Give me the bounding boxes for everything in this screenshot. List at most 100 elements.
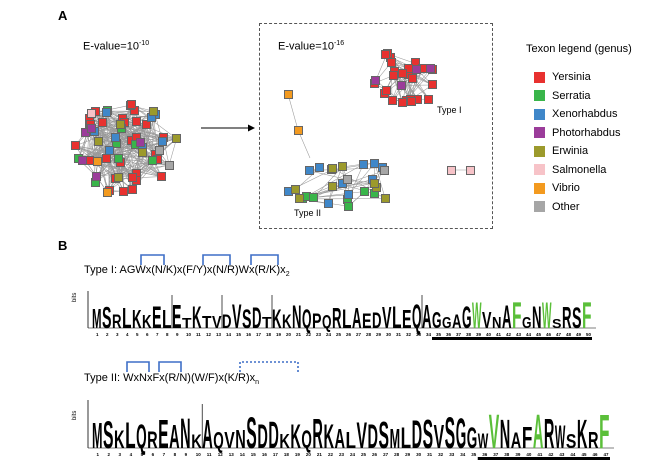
- logo-position-number: 19: [295, 452, 301, 457]
- logo-position-number: 5: [136, 332, 139, 337]
- logo-letter: V: [357, 414, 368, 456]
- network-edge: [94, 131, 160, 151]
- network-node-yersinia: [407, 74, 417, 84]
- logo-letter: L: [122, 302, 132, 334]
- right-evalue-label: E-value=10-16: [278, 40, 345, 53]
- logo-position-number: 4: [130, 452, 133, 457]
- legend-swatch: [534, 127, 545, 138]
- network-node-erwinia: [138, 147, 148, 157]
- legend-swatch: [534, 145, 545, 157]
- type-ii-bits-label: bits: [72, 410, 78, 420]
- logo-letter: S: [552, 316, 562, 331]
- network-node-photorhabdus: [87, 124, 97, 134]
- logo-position-number: 36: [482, 452, 488, 457]
- logo-position-number: 2: [108, 452, 111, 457]
- logo-position-number: 9: [176, 332, 179, 337]
- logo-position-number: 27: [356, 332, 362, 337]
- logo-letter: P: [312, 308, 322, 333]
- logo-letter: K: [290, 418, 301, 456]
- logo-letter: A: [502, 299, 512, 335]
- network-node-xenorhabdus: [323, 199, 333, 209]
- network-node-yersinia: [131, 117, 141, 127]
- logo-letter: D: [372, 308, 382, 333]
- network-node-erwinia: [172, 134, 182, 144]
- logo-position-number: 37: [493, 452, 499, 457]
- type-i-motif-brackets: [140, 254, 279, 265]
- logo-letter: Q: [136, 418, 147, 456]
- logo-position-number: 3: [119, 452, 122, 457]
- network-node-other: [154, 145, 164, 155]
- network-edge: [348, 162, 375, 195]
- logo-position-number: 3: [116, 332, 119, 337]
- logo-position-number: 50: [586, 332, 592, 337]
- logo-letter: D: [368, 418, 379, 456]
- network-node-yersinia: [406, 96, 416, 106]
- logo-letter: Q: [301, 426, 312, 454]
- legend-swatch: [534, 108, 545, 120]
- logo-position-number: 15: [236, 332, 242, 337]
- logo-letter: Q: [213, 427, 224, 453]
- panel-a-label: A: [58, 8, 68, 23]
- logo-position-number: 7: [156, 332, 159, 337]
- logo-position-number: 22: [306, 332, 312, 337]
- logo-letter: S: [242, 304, 252, 334]
- network-node-xenorhabdus: [304, 166, 314, 176]
- network-edge: [75, 114, 156, 147]
- network-node-other: [343, 175, 353, 185]
- logo-letter: N: [292, 299, 302, 335]
- logo-position-number: 31: [396, 332, 402, 337]
- logo-letter: G: [462, 299, 472, 335]
- logo-position-number: 2: [106, 332, 109, 337]
- logo-position-number: 20: [306, 452, 312, 457]
- logo-letter: A: [422, 298, 432, 335]
- type-ii-sequence-logo: M 1 S 2 K 3 L 4 Q 5 R 6 E 7 A 8 N 9 K 10 A 11 Q 12 V 13 N 14 S 15 D 16 D…: [82, 396, 620, 460]
- logo-position-number: 18: [266, 332, 272, 337]
- network-node-yersinia: [427, 80, 437, 90]
- network-node-xenorhabdus: [370, 158, 380, 168]
- logo-position-number: 33: [416, 332, 422, 337]
- logo-position-number: 30: [416, 452, 422, 457]
- network-node-xenorhabdus: [315, 163, 325, 173]
- logo-position-number: 23: [316, 332, 322, 337]
- logo-position-number: 40: [486, 332, 492, 337]
- threshold-box: [259, 23, 493, 229]
- logo-position-number: 18: [284, 452, 290, 457]
- logo-letter: K: [191, 432, 202, 453]
- network-edge: [98, 141, 108, 193]
- logo-letter: S: [246, 409, 256, 458]
- logo-letter: D: [412, 413, 423, 457]
- network-node-photorhabdus: [371, 75, 381, 85]
- logo-letter: F: [599, 406, 610, 459]
- network-node-erwinia: [93, 136, 103, 146]
- logo-letter: R: [147, 427, 158, 454]
- logo-position-number: 16: [262, 452, 268, 457]
- logo-letter: K: [279, 431, 290, 453]
- logo-letter: W: [472, 295, 482, 336]
- type-ii-motif-brackets: [126, 361, 299, 372]
- logo-position-number: 1: [96, 332, 99, 337]
- logo-letter: E: [362, 310, 372, 333]
- network-node-yersinia: [119, 186, 129, 196]
- network-node-vibrio: [293, 125, 303, 135]
- logo-position-number: 37: [456, 332, 462, 337]
- legend-label: Yersinia: [552, 71, 591, 83]
- logo-position-number: 27: [383, 452, 389, 457]
- logo-position-number: 44: [526, 332, 532, 337]
- logo-letter: V: [434, 419, 445, 456]
- logo-letter: E: [152, 299, 162, 335]
- network-node-salmonella: [465, 165, 475, 175]
- logo-position-number: 26: [372, 452, 378, 457]
- logo-letter: D: [257, 418, 268, 456]
- logo-position-number: 28: [394, 452, 400, 457]
- motif-underline-bar: [477, 457, 610, 460]
- logo-letter: L: [125, 415, 136, 456]
- logo-position-number: 6: [152, 452, 155, 457]
- logo-letter: L: [342, 304, 352, 334]
- logo-position-number: 25: [361, 452, 367, 457]
- logo-position-number: 8: [166, 332, 169, 337]
- logo-letter: M: [92, 415, 103, 456]
- logo-letter: V: [212, 312, 222, 332]
- logo-letter: W: [555, 419, 566, 455]
